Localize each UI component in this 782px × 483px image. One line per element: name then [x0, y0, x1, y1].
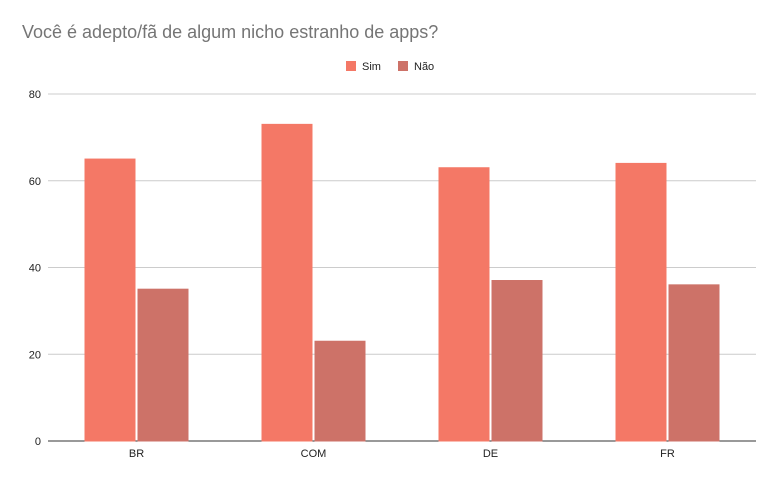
- legend-swatch: [398, 61, 408, 71]
- bar-nao-br: [137, 288, 189, 442]
- bar-nao-de: [491, 280, 543, 442]
- bar-sim-com: [261, 123, 313, 442]
- y-tick-label: 20: [29, 349, 41, 361]
- legend-swatch: [346, 61, 356, 71]
- y-tick-label: 0: [35, 436, 41, 448]
- x-tick-label: DE: [483, 448, 498, 460]
- x-tick-label: BR: [129, 448, 144, 460]
- bar-sim-fr: [615, 162, 667, 442]
- chart-title: Você é adepto/fã de algum nicho estranho…: [22, 22, 439, 42]
- bar-sim-de: [438, 167, 490, 442]
- x-axis-ticks: BR COM DE FR: [129, 448, 675, 460]
- y-tick-label: 40: [29, 263, 41, 275]
- bar-sim-br: [84, 158, 136, 442]
- legend-label: Sim: [362, 61, 381, 73]
- bar-nao-com: [314, 340, 366, 442]
- x-tick-label: FR: [660, 448, 675, 460]
- y-tick-label: 60: [29, 176, 41, 188]
- legend: Sim Não: [346, 61, 434, 73]
- bars: [84, 123, 720, 442]
- x-tick-label: COM: [301, 448, 327, 460]
- bar-nao-fr: [668, 284, 720, 442]
- legend-label: Não: [414, 61, 434, 73]
- y-axis-ticks: 0 20 40 60 80: [29, 89, 41, 448]
- y-tick-label: 80: [29, 89, 41, 101]
